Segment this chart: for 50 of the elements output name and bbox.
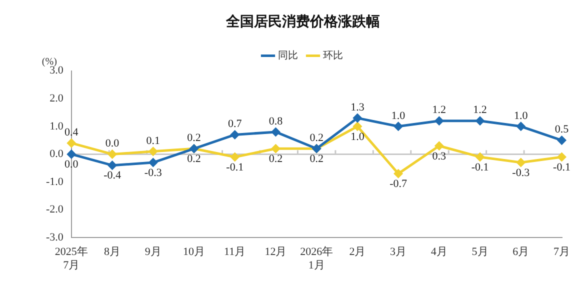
data-label: 0.2 xyxy=(310,153,324,166)
data-label: 0.2 xyxy=(187,132,201,144)
data-label: 0.3 xyxy=(432,150,447,162)
data-label: -0.1 xyxy=(226,161,244,174)
data-label: 1.0 xyxy=(350,130,365,143)
x-tick-label: 2月 xyxy=(349,246,366,258)
data-label: -0.1 xyxy=(553,161,570,174)
legend-label: 环比 xyxy=(323,49,343,62)
data-label: 0.2 xyxy=(187,153,201,166)
x-tick-label: 5月 xyxy=(472,246,488,258)
x-tick-label: 6月 xyxy=(512,246,530,258)
data-label: -0.1 xyxy=(471,161,489,174)
x-tick-label: 4月 xyxy=(430,246,448,258)
chart-title: 全国居民消费价格涨跌幅 xyxy=(225,14,380,30)
data-label: 1.0 xyxy=(514,110,528,122)
x-tick-label: 2026年 1月 xyxy=(300,246,334,272)
data-label: 0.0 xyxy=(105,138,120,150)
data-label: -0.4 xyxy=(104,170,122,182)
y-tick-label: 3.0 xyxy=(50,64,64,77)
data-label: 1.3 xyxy=(350,101,365,114)
data-label: -0.3 xyxy=(512,166,530,179)
data-label: 0.7 xyxy=(228,118,242,130)
data-label: 1.0 xyxy=(391,110,406,122)
data-label: -0.7 xyxy=(390,178,408,190)
data-label: 0.1 xyxy=(146,134,160,147)
data-label: 1.2 xyxy=(473,104,487,116)
x-tick-label: 2025年 7月 xyxy=(54,246,88,272)
x-tick-label: 11月 xyxy=(224,246,246,258)
data-label: 0.8 xyxy=(268,115,284,128)
data-label: -0.3 xyxy=(144,166,162,179)
y-tick-label: 2.0 xyxy=(50,92,64,104)
x-tick-label: 12月 xyxy=(264,246,287,258)
data-label: 0.5 xyxy=(554,124,570,136)
legend-label: 同比 xyxy=(278,49,298,62)
x-tick-label: 7月 xyxy=(554,246,570,258)
data-label: 0.4 xyxy=(64,126,79,138)
y-tick-label: -3.0 xyxy=(46,231,64,244)
x-tick-label: 3月 xyxy=(390,246,407,258)
y-tick-label: -2.0 xyxy=(46,204,64,216)
data-label: 1.2 xyxy=(432,104,446,116)
y-tick-label: -1.0 xyxy=(46,176,64,188)
x-tick-label: 9月 xyxy=(144,246,162,258)
data-label: 0.0 xyxy=(64,158,79,171)
data-label: 0.2 xyxy=(268,153,283,166)
x-tick-label: 10月 xyxy=(182,246,205,258)
y-axis-title: (%) xyxy=(42,56,57,68)
y-tick-label: 1.0 xyxy=(50,120,64,132)
y-tick-label: 0.0 xyxy=(50,148,64,160)
x-tick-label: 8月 xyxy=(104,246,121,258)
data-label: 0.2 xyxy=(310,132,324,144)
